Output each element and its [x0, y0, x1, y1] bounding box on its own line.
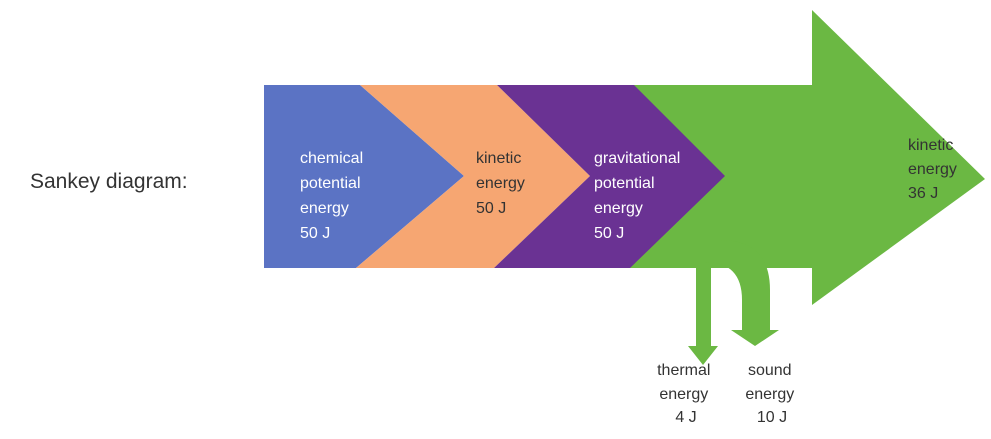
stage-chemical-potential [264, 85, 464, 268]
sound-line-2: energy [745, 386, 794, 403]
output-kinetic-line-1: kinetic [908, 137, 953, 154]
stage-kinetic-line-3: 50 J [476, 200, 506, 217]
sound-line-3: 10 J [757, 409, 787, 426]
diagram-title: Sankey diagram: [30, 170, 188, 193]
stage-gravitational-line-2: potential [594, 175, 655, 192]
sound-line-1: sound [748, 362, 792, 379]
output-kinetic-line-3: 36 J [908, 185, 938, 202]
stage-kinetic-line-2: energy [476, 175, 525, 192]
stage-chemical-line-3: energy [300, 200, 349, 217]
stage-kinetic-line-1: kinetic [476, 150, 521, 167]
thermal-loss-flow [688, 262, 718, 365]
stage-kinetic [356, 85, 590, 268]
stage-kinetic-label: kinetic energy 50 J [476, 150, 529, 217]
output-kinetic-line-2: energy [908, 161, 957, 178]
thermal-loss-label: thermal energy 4 J [657, 362, 715, 426]
stage-chemical-line-1: chemical [300, 150, 363, 167]
sound-loss-label: sound energy 10 J [745, 362, 798, 426]
stage-gravitational-line-4: 50 J [594, 225, 624, 242]
stage-chemical-line-2: potential [300, 175, 361, 192]
thermal-line-3: 4 J [675, 409, 696, 426]
stage-gravitational-potential [494, 85, 725, 268]
output-kinetic-label: kinetic energy 36 J [908, 137, 961, 202]
stage-chemical-label: chemical potential energy 50 J [300, 150, 368, 242]
stage-gravitational-line-1: gravitational [594, 150, 680, 167]
stage-gravitational-label: gravitational potential energy 50 J [594, 150, 685, 242]
stage-chemical-line-4: 50 J [300, 225, 330, 242]
sound-loss-flow [705, 240, 779, 346]
stage-gravitational-line-3: energy [594, 200, 643, 217]
kinetic-output-arrow [630, 10, 985, 305]
thermal-line-2: energy [659, 386, 708, 403]
thermal-line-1: thermal [657, 362, 710, 379]
